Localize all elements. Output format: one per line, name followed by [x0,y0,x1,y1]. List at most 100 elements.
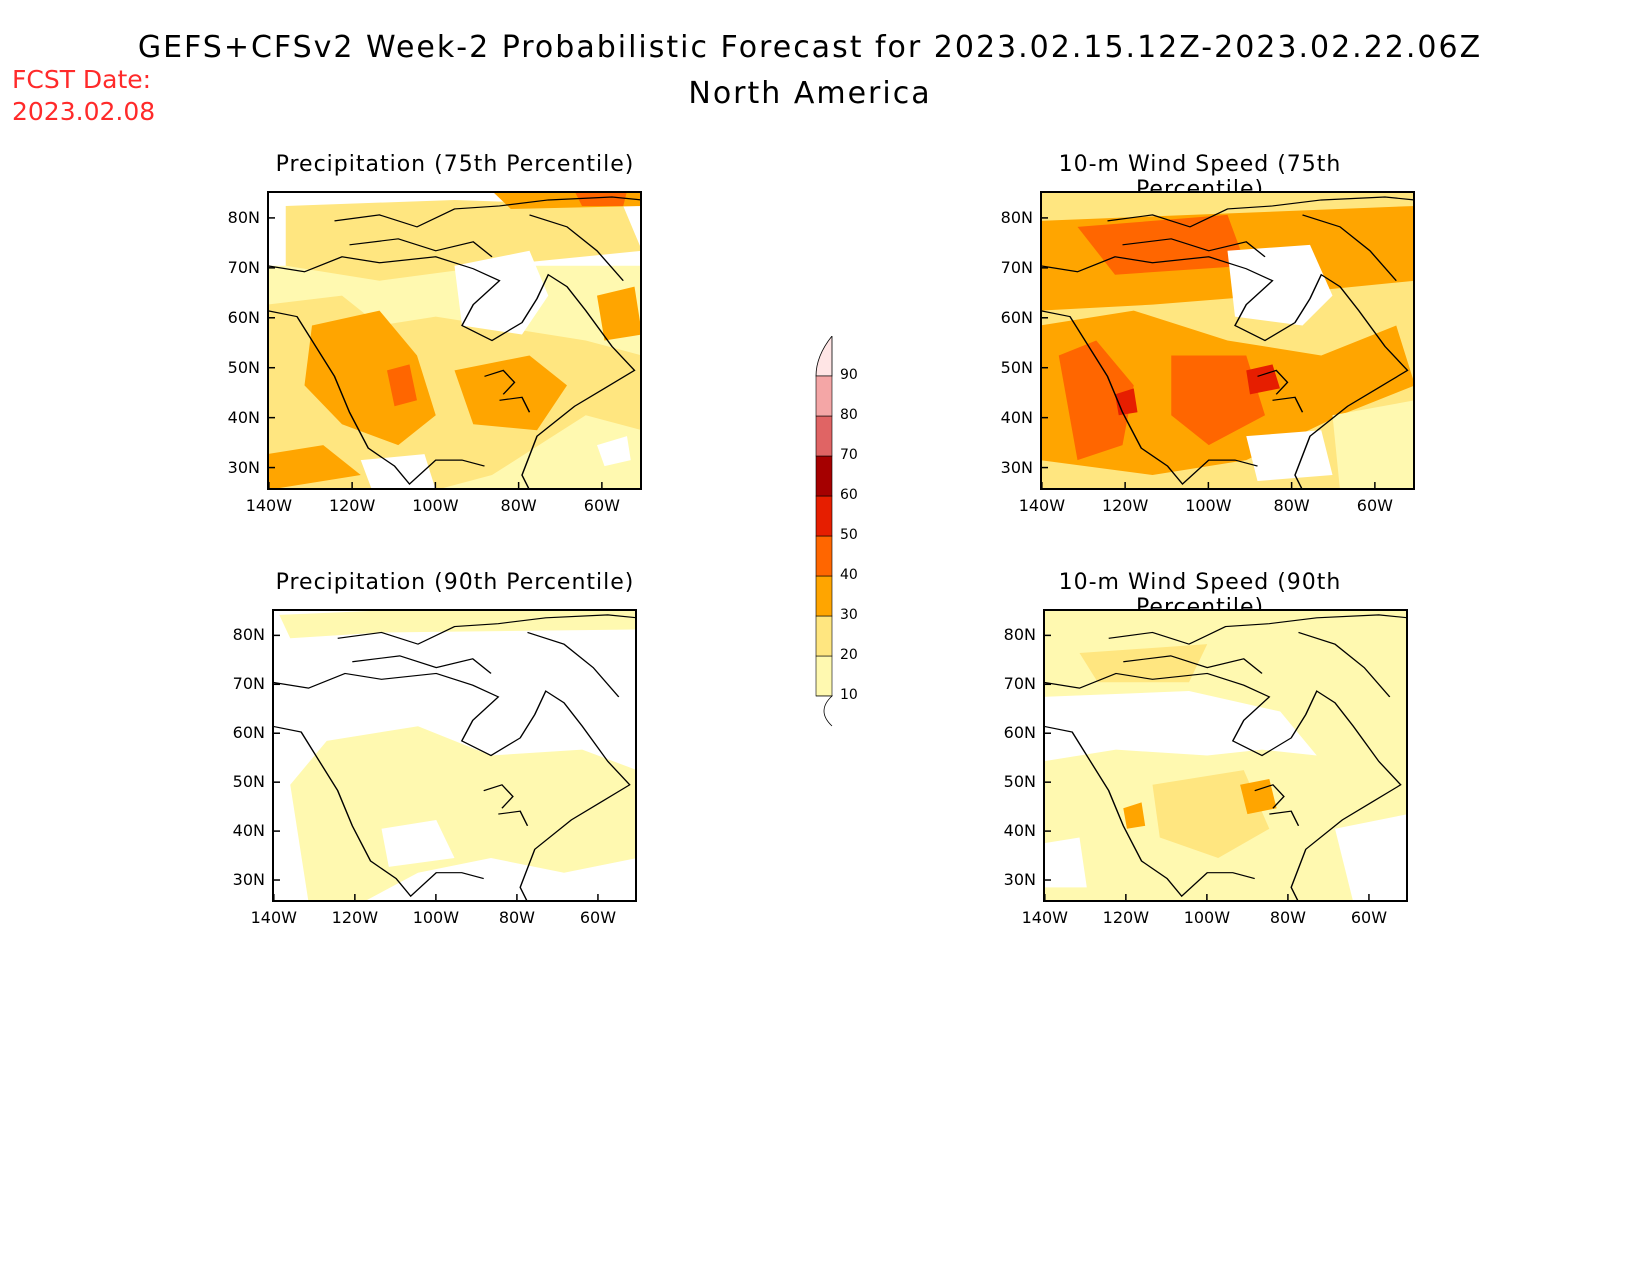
lat-tick-label: 70N [1003,674,1036,694]
lon-tick-label: 140W [245,496,293,515]
probability-region [1123,802,1146,829]
colorbar-level-label: 20 [840,647,858,663]
lat-tick-label: 50N [227,357,260,377]
probability-region [1240,778,1277,815]
lat-tick-label: 50N [1003,772,1036,792]
arctic-coastline [1108,614,1408,698]
main-title: GEFS+CFSv2 Week-2 Probabilistic Forecast… [137,30,1483,65]
map-precip-75 [267,191,642,490]
lon-tick-label: 120W [1102,908,1150,927]
probability-region [290,726,637,902]
great-lakes [1257,369,1304,413]
colorbar-segment [815,615,833,657]
lon-tick-label: 100W [412,496,459,515]
colorbar-top-cap [815,336,833,377]
lat-tick-label: 80N [1003,625,1036,645]
lat-tick-label: 50N [1000,357,1033,377]
map-frame [272,609,637,902]
coastline [267,256,636,490]
colorbar-segment [815,575,833,617]
colorbar-bottom-cap [816,695,834,727]
colorbar-level-label: 70 [840,447,858,463]
lon-tick-label: 80W [1273,496,1310,515]
arctic-coastline [334,196,642,282]
lon-tick-label: 80W [1269,908,1306,927]
probability-region [285,199,642,281]
coastline [1040,256,1409,490]
colorbar-segment [815,655,833,697]
lat-tick-label: 60N [1003,723,1036,743]
lon-tick-label: 100W [412,908,460,927]
lon-tick-label: 100W [1183,908,1231,927]
great-lakes [1254,784,1300,827]
map-frame [267,191,642,490]
lat-tick-label: 50N [232,772,265,792]
great-lakes [484,369,531,413]
lat-tick-label: 30N [1000,457,1033,477]
lon-tick-label: 120W [1101,496,1149,515]
lon-tick-label: 120W [328,496,376,515]
probability-region [381,819,455,867]
lon-tick-label: 60W [1356,496,1393,515]
lat-tick-label: 40N [232,821,265,841]
fcst-date-value: 2023.02.08 [12,97,156,126]
colorbar-level-label: 60 [840,487,858,503]
arctic-coastline [337,614,637,698]
lon-tick-label: 140W [1021,908,1068,927]
lon-tick-label: 80W [498,908,535,927]
probability-region [574,191,627,206]
colorbar-level-label: 10 [840,687,858,703]
colorbar-segment [815,375,833,417]
lat-tick-label: 80N [227,207,260,227]
colorbar-level-label: 40 [840,567,858,583]
map-frame [1040,191,1415,490]
probability-region [387,364,417,407]
colorbar-level-label: 90 [840,367,858,383]
colorbar-level-label: 80 [840,407,858,423]
coastline [1043,672,1402,902]
panel-title-precip-90: Precipitation (90th Percentile) [275,570,635,595]
probability-region [597,286,642,341]
probability-region [304,310,436,446]
colorbar-segment [815,495,833,537]
arctic-coastline [1107,196,1415,282]
lat-tick-label: 40N [1000,407,1033,427]
lon-tick-label: 140W [250,908,297,927]
probability-region [597,436,631,467]
map-wind-75 [1040,191,1415,490]
colorbar-level-label: 50 [840,527,858,543]
probability-region [1058,340,1134,461]
probability-region [1335,814,1408,902]
coastline [272,672,631,902]
colorbar [815,336,834,727]
probability-region [454,250,549,335]
probability-region [1152,770,1270,859]
lat-tick-label: 60N [232,723,265,743]
lat-tick-label: 40N [1003,821,1036,841]
probability-region [1332,400,1415,490]
probability-region [1246,430,1333,482]
lon-tick-label: 60W [579,908,617,927]
probability-region [1043,837,1087,888]
colorbar-segment [815,415,833,457]
panel-title-precip-75: Precipitation (75th Percentile) [275,152,635,177]
lat-tick-label: 40N [227,407,260,427]
lat-tick-label: 70N [227,257,260,277]
lon-tick-label: 100W [1185,496,1232,515]
map-wind-90 [1043,609,1408,902]
lat-tick-label: 30N [232,870,265,890]
region-subtitle: North America [688,76,932,111]
lat-tick-label: 60N [1000,307,1033,327]
colorbar-segment [815,455,833,497]
colorbar-level-label: 30 [840,607,858,623]
lon-tick-label: 120W [331,908,379,927]
lat-tick-label: 60N [227,307,260,327]
probability-region [1079,644,1208,683]
fcst-date-label: FCST Date: [12,65,152,94]
map-precip-90 [272,609,637,902]
probability-region [279,609,637,639]
lat-tick-label: 80N [232,625,265,645]
probability-region [1043,691,1317,762]
lat-tick-label: 70N [232,674,265,694]
lon-tick-label: 140W [1018,496,1066,515]
